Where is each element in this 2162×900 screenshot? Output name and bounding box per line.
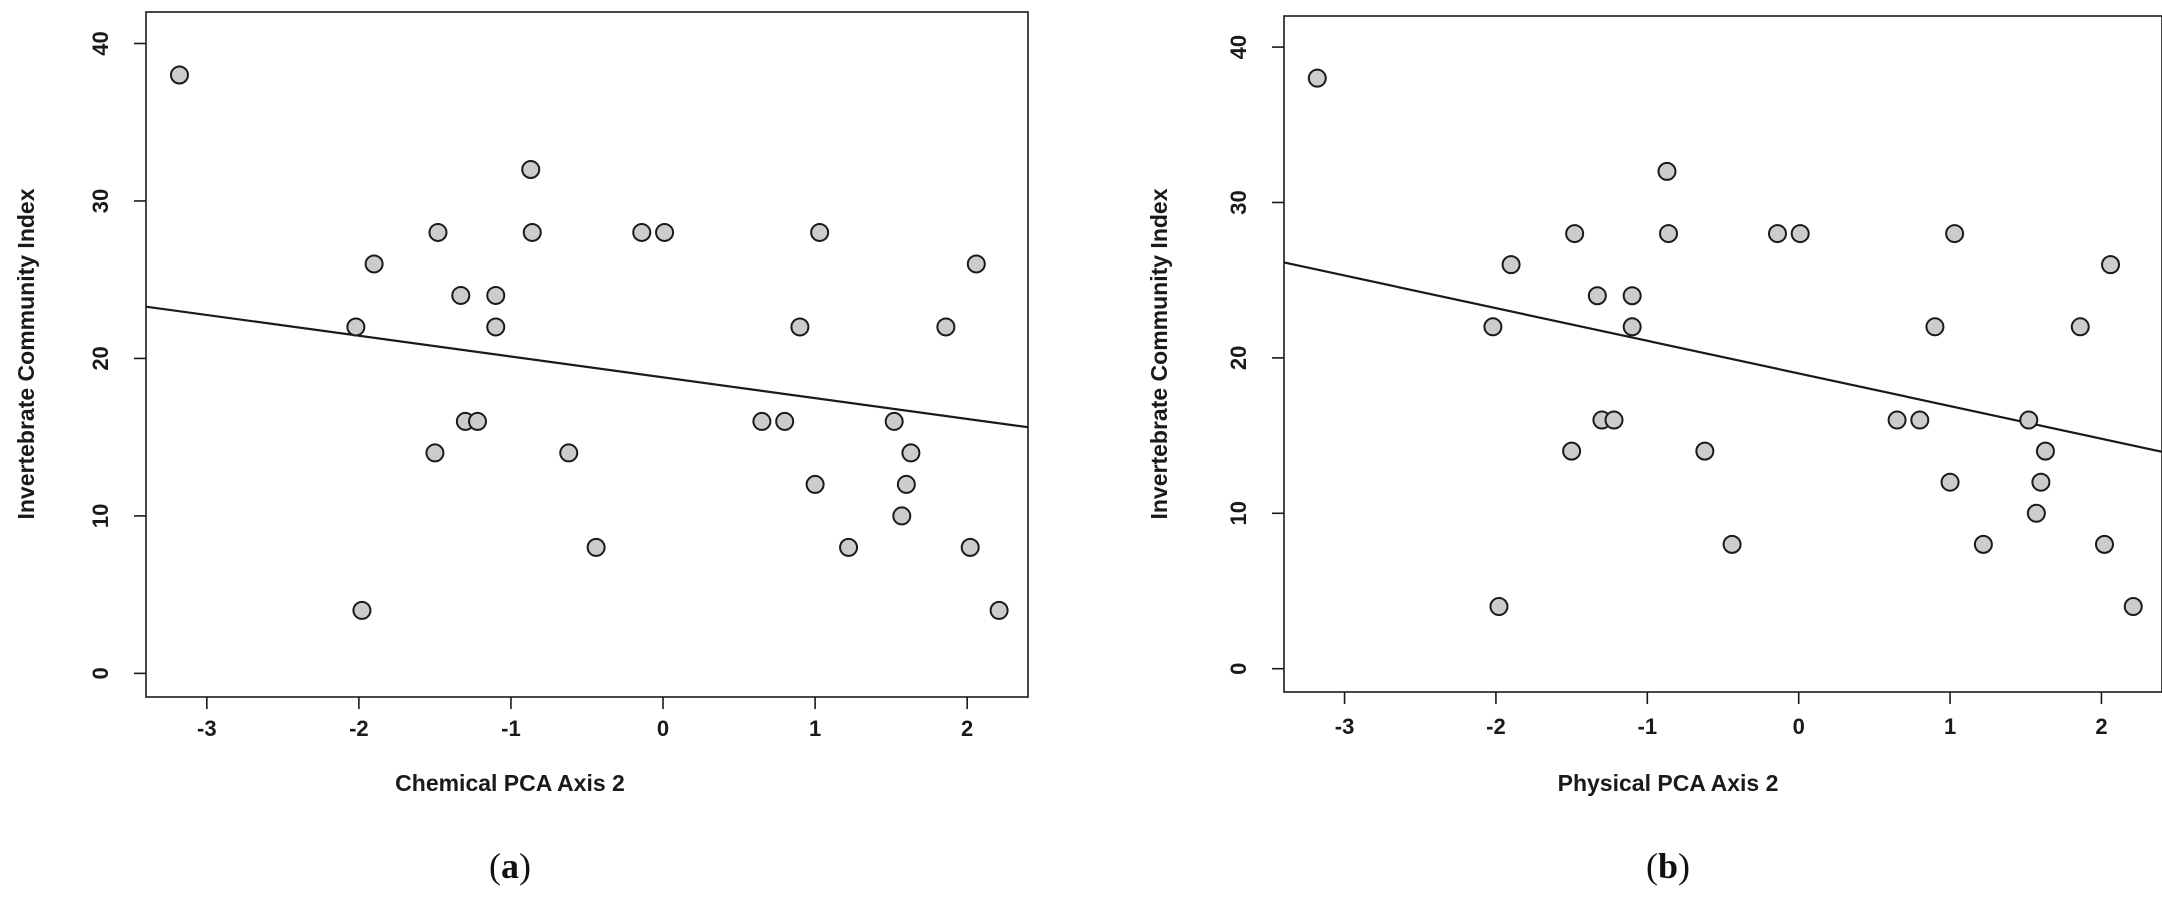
data-point (936, 317, 956, 337)
data-point (1940, 472, 1960, 492)
panel-caption: (a) (489, 846, 531, 886)
data-point (2035, 441, 2055, 461)
data-point (1622, 317, 1642, 337)
data-point (752, 411, 772, 431)
data-point (966, 254, 986, 274)
data-point (346, 317, 366, 337)
y-tick-label: 0 (1226, 663, 1251, 675)
x-tick-label: 0 (657, 716, 669, 741)
data-point (2019, 410, 2039, 430)
panel-label: b (1658, 846, 1678, 886)
data-point (1945, 224, 1965, 244)
data-point (1695, 441, 1715, 461)
x-tick-label: -2 (349, 716, 369, 741)
x-axis-title: Physical PCA Axis 2 (1558, 770, 1779, 796)
data-point (632, 222, 652, 242)
regression-line (145, 305, 1029, 429)
data-point (1501, 255, 1521, 275)
x-tick-label: -1 (501, 716, 521, 741)
y-tick-label: 30 (88, 189, 113, 213)
y-axis-title: Invertebrate Community Index (13, 188, 39, 519)
data-point (1925, 317, 1945, 337)
data-point (1604, 410, 1624, 430)
data-point (810, 222, 830, 242)
plot-frame (145, 11, 1029, 698)
data-point (775, 411, 795, 431)
data-point (586, 537, 606, 557)
data-point (486, 317, 506, 337)
y-axis-title: Invertebrate Community Index (1146, 188, 1172, 519)
data-point (169, 65, 189, 85)
data-point (2070, 317, 2090, 337)
x-tick-label: 2 (2095, 714, 2107, 739)
y-tick-label: 40 (1226, 35, 1251, 59)
x-axis-title: Chemical PCA Axis 2 (395, 770, 625, 796)
data-point (1587, 286, 1607, 306)
data-point (522, 222, 542, 242)
y-tick-label: 20 (1226, 346, 1251, 370)
data-point (425, 443, 445, 463)
data-point (1562, 441, 1582, 461)
data-point (892, 506, 912, 526)
data-point (2031, 472, 2051, 492)
data-point (1790, 224, 1810, 244)
data-point (1659, 224, 1679, 244)
data-point (884, 411, 904, 431)
y-tick-label: 20 (88, 346, 113, 370)
data-point (559, 443, 579, 463)
data-point (896, 474, 916, 494)
data-point (1483, 317, 1503, 337)
data-point (1307, 68, 1327, 88)
data-point (1887, 410, 1907, 430)
data-point (352, 600, 372, 620)
x-tick-label: -2 (1486, 714, 1506, 739)
data-point (1722, 534, 1742, 554)
data-point (364, 254, 384, 274)
panel-label: a (501, 846, 519, 886)
data-point (521, 159, 541, 179)
y-tick-label: 10 (88, 504, 113, 528)
x-tick-label: 2 (961, 716, 973, 741)
y-tick-label: 30 (1226, 190, 1251, 214)
data-point (960, 537, 980, 557)
y-tick-label: 10 (1226, 501, 1251, 525)
data-point (2123, 597, 2143, 617)
plot-frame (1283, 15, 2162, 693)
data-point (1565, 224, 1585, 244)
data-point (790, 317, 810, 337)
data-point (451, 285, 471, 305)
data-point (486, 285, 506, 305)
y-tick-label: 0 (88, 667, 113, 679)
data-point (805, 474, 825, 494)
data-point (1489, 597, 1509, 617)
y-tick-label: 40 (88, 31, 113, 55)
data-point (1622, 286, 1642, 306)
x-tick-label: 0 (1793, 714, 1805, 739)
x-tick-label: -1 (1638, 714, 1658, 739)
data-point (468, 411, 488, 431)
data-point (2026, 503, 2046, 523)
data-point (1657, 161, 1677, 181)
data-point (1973, 534, 1993, 554)
regression-line (1283, 261, 2162, 453)
data-point (901, 443, 921, 463)
data-point (655, 222, 675, 242)
x-tick-label: -3 (197, 716, 217, 741)
data-point (989, 600, 1009, 620)
data-point (1910, 410, 1930, 430)
data-point (839, 537, 859, 557)
data-point (428, 222, 448, 242)
data-point (2101, 255, 2121, 275)
x-tick-label: 1 (809, 716, 821, 741)
x-tick-label: 1 (1944, 714, 1956, 739)
data-point (2094, 534, 2114, 554)
data-point (1767, 224, 1787, 244)
panel-caption: (b) (1646, 846, 1690, 886)
x-tick-label: -3 (1335, 714, 1355, 739)
